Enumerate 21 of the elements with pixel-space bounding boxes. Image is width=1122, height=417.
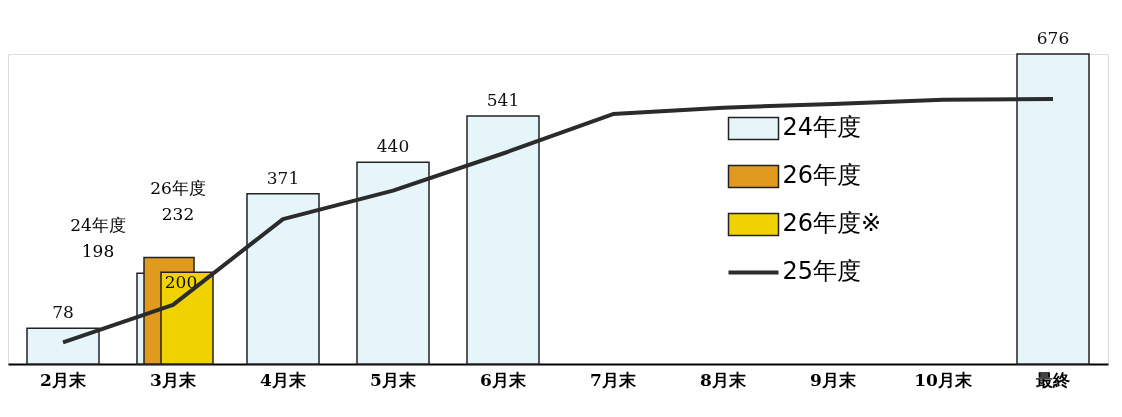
x-tick-label: 最終: [1035, 369, 1070, 390]
legend-label: 24年度: [782, 113, 862, 142]
annotation: 24年度 198: [70, 215, 126, 262]
data-label: 440: [376, 136, 410, 157]
x-tick-label: 9月末: [810, 369, 857, 390]
data-label: 78: [52, 302, 74, 323]
x-tick-label: 3月末: [150, 369, 197, 390]
x-tick-label: 8月末: [700, 369, 747, 390]
x-tick-label: 7月末: [590, 369, 637, 390]
data-label: 371: [266, 167, 300, 188]
annotation: 26年度 232: [150, 177, 206, 224]
x-tick-label: 2月末: [40, 369, 87, 390]
x-tick-label: 6月末: [480, 369, 527, 390]
legend-label: 26年度: [782, 161, 862, 190]
x-tick-label: 4月末: [260, 369, 307, 390]
x-tick-label: 5月末: [370, 369, 417, 390]
data-label: 541: [486, 89, 520, 110]
legend-label: 25年度: [782, 257, 862, 286]
data-label: 676: [1036, 28, 1070, 48]
legend-label: 26年度※: [782, 209, 882, 238]
x-tick-label: 10月末: [914, 369, 973, 390]
